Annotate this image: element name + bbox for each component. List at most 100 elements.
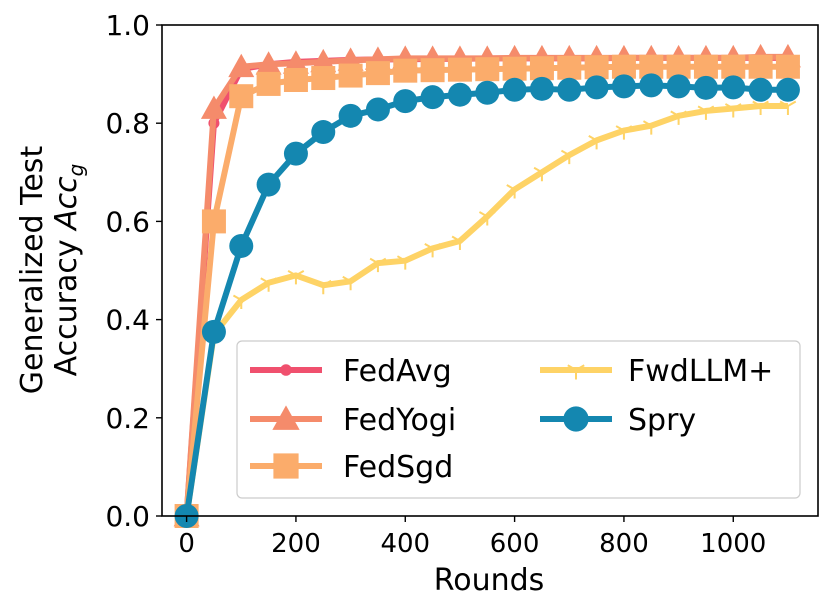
data-point-spry — [639, 73, 664, 98]
axis-ticks: 0 200 400 600 800 1000 0.0 0.2 0.4 0.6 0.8 1.0 — [105, 9, 766, 559]
legend-label-spry: Spry — [628, 403, 696, 438]
data-point-fedsgd — [475, 57, 500, 82]
data-point-fedyogi — [228, 53, 255, 78]
data-point-spry — [557, 77, 582, 102]
legend-item-fwdllm: FwdLLM+ — [540, 354, 773, 389]
data-point-fwdllm — [260, 277, 277, 292]
legend-label-fedavg: FedAvg — [343, 354, 452, 389]
legend-label-fedyogi: FedYogi — [343, 403, 456, 438]
data-point-fwdllm — [369, 257, 387, 273]
x-tick-label: 200 — [271, 529, 321, 559]
data-point-spry — [365, 97, 390, 122]
legend-marker-fwdllm — [567, 364, 585, 380]
x-tick-label: 0 — [178, 529, 195, 559]
data-point-fedsgd — [365, 61, 390, 86]
data-point-spry — [721, 75, 746, 100]
legend-marker-fedavg — [280, 364, 292, 376]
data-point-spry — [256, 172, 281, 197]
x-tick-label: 800 — [599, 529, 649, 559]
data-point-spry — [338, 103, 363, 128]
y-tick-label: 1.0 — [105, 9, 150, 42]
legend: FedAvg FedYogi FedSgd FwdLLM+ Spry — [236, 340, 801, 499]
data-point-fwdllm — [588, 135, 605, 150]
series-spry — [174, 73, 800, 528]
data-point-fedyogi — [255, 51, 282, 75]
y-axis-label-line1: Generalized Test — [15, 146, 50, 395]
legend-marker-fedsgd — [273, 453, 299, 479]
data-point-fwdllm — [642, 120, 660, 135]
data-point-fwdllm — [424, 243, 441, 258]
legend-item-fedyogi: FedYogi — [250, 403, 456, 438]
legend-marker-fedyogi — [272, 405, 300, 430]
legend-item-fedsgd: FedSgd — [250, 450, 453, 485]
data-point-fedsgd — [283, 67, 308, 92]
series-fwdllm — [178, 100, 797, 525]
data-point-fedsgd — [393, 58, 418, 83]
data-point-fwdllm — [506, 184, 523, 199]
data-point-fedsgd — [502, 56, 527, 81]
data-point-fedyogi — [282, 50, 309, 74]
x-tick-label: 1000 — [700, 529, 766, 559]
x-axis-label: Rounds — [434, 563, 545, 598]
y-tick-label: 0.8 — [105, 107, 150, 140]
data-point-spry — [502, 77, 527, 102]
data-point-fedsgd — [529, 56, 554, 81]
y-tick-label: 0.4 — [105, 304, 150, 337]
y-tick-label: 0.2 — [105, 402, 150, 435]
data-point-spry — [666, 74, 691, 99]
data-point-fwdllm — [560, 149, 578, 165]
data-point-spry — [229, 233, 254, 258]
data-point-fedsgd — [584, 55, 609, 80]
data-point-spry — [447, 82, 472, 107]
data-point-fedsgd — [338, 63, 363, 88]
data-point-spry — [748, 77, 773, 102]
y-axis-label-line2: Accuracy Accg — [49, 164, 88, 377]
data-point-fedsgd — [311, 66, 336, 91]
data-point-fedsgd — [557, 55, 582, 80]
data-point-fwdllm — [342, 275, 359, 291]
data-point-fwdllm — [287, 270, 305, 285]
legend-item-fedavg: FedAvg — [250, 354, 452, 389]
data-point-fedsgd — [775, 54, 800, 79]
data-point-fedsgd — [201, 209, 226, 234]
data-point-fwdllm — [451, 235, 469, 251]
data-point-fedsgd — [229, 84, 254, 109]
data-point-fedyogi — [200, 95, 227, 119]
data-point-spry — [611, 74, 636, 99]
data-point-spry — [311, 120, 336, 145]
data-point-spry — [475, 80, 500, 105]
data-point-spry — [420, 85, 445, 110]
data-point-fedsgd — [420, 58, 445, 83]
data-point-fedsgd — [693, 54, 718, 79]
data-point-fwdllm — [314, 279, 332, 295]
data-point-spry — [584, 75, 609, 100]
x-tick-label: 400 — [380, 529, 430, 559]
legend-marker-spry — [563, 406, 589, 432]
data-point-fwdllm — [697, 105, 715, 120]
data-point-spry — [283, 141, 308, 166]
data-point-fedsgd — [748, 54, 773, 79]
data-point-spry — [693, 75, 718, 100]
data-point-spry — [529, 76, 554, 101]
data-point-fwdllm — [232, 294, 250, 309]
data-point-fedsgd — [721, 54, 746, 79]
y-tick-label: 0.0 — [105, 500, 150, 533]
data-point-fwdllm — [478, 211, 496, 226]
data-point-fwdllm — [533, 166, 551, 182]
data-point-spry — [201, 319, 226, 344]
data-point-fwdllm — [752, 100, 769, 116]
legend-label-fwdllm: FwdLLM+ — [628, 354, 773, 389]
series-layer — [173, 43, 801, 528]
y-tick-label: 0.6 — [105, 205, 150, 238]
data-point-fwdllm — [396, 255, 414, 270]
data-point-fwdllm — [615, 125, 633, 140]
data-point-spry — [393, 89, 418, 114]
series-fedsgd — [174, 54, 800, 528]
data-point-fwdllm — [670, 110, 687, 125]
data-point-fwdllm — [724, 103, 742, 118]
data-point-fedsgd — [447, 57, 472, 82]
plot-frame — [161, 24, 819, 517]
legend-item-spry: Spry — [540, 403, 696, 438]
legend-label-fedsgd: FedSgd — [343, 450, 453, 485]
